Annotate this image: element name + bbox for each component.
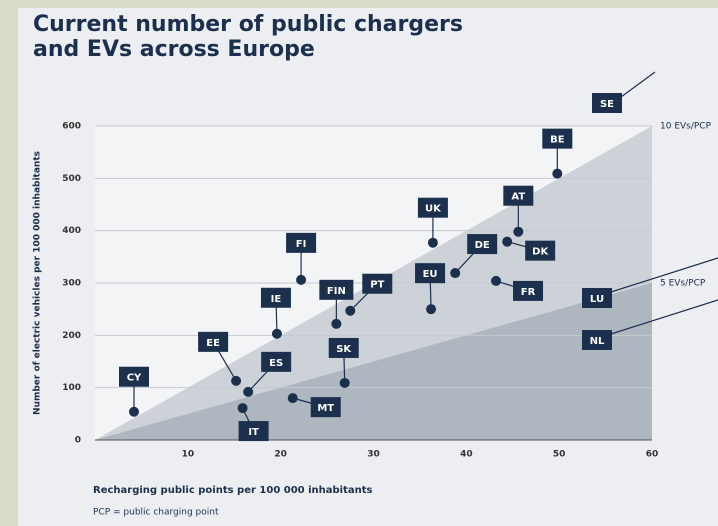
- point-label-box: [286, 232, 317, 253]
- point-label-box: [238, 421, 269, 442]
- y-tick-label: 200: [62, 331, 81, 341]
- point-label: PT: [370, 280, 384, 291]
- offscale-label-box: [582, 288, 612, 308]
- point-label: BE: [550, 135, 565, 146]
- point: [345, 305, 356, 316]
- point: [243, 386, 254, 397]
- ref-line-label: 5 EVs/PCP: [660, 279, 706, 289]
- offscale-leader: [610, 257, 718, 293]
- y-tick-label: 0: [75, 436, 81, 446]
- point-label: CY: [127, 373, 142, 384]
- offscale-leader: [610, 299, 718, 335]
- point-label: EU: [423, 269, 438, 280]
- point-label: DE: [475, 240, 490, 251]
- point-label: UK: [425, 204, 442, 215]
- offscale-label: LU: [590, 294, 604, 305]
- point-label-box: [525, 240, 556, 261]
- ref-area: [95, 283, 652, 440]
- point-label: FIN: [327, 286, 346, 297]
- point-label: FI: [296, 239, 307, 250]
- point: [271, 328, 282, 339]
- point-label: AT: [511, 192, 525, 203]
- point-label-box: [319, 279, 354, 300]
- point: [231, 375, 242, 386]
- chart-title: Current number of public chargers and EV…: [33, 12, 463, 62]
- point: [552, 168, 563, 179]
- x-tick-label: 50: [553, 450, 566, 460]
- point-label: SK: [336, 344, 352, 355]
- offscale-leader: [620, 71, 656, 98]
- point: [287, 393, 298, 404]
- point-label-box: [513, 280, 544, 301]
- point-label-box: [328, 337, 359, 358]
- point: [502, 236, 513, 247]
- y-axis-label: Number of electric vehicles per 100 000 …: [33, 151, 43, 415]
- point: [237, 403, 248, 414]
- offscale-label-box: [592, 93, 622, 113]
- x-tick-label: 30: [367, 450, 380, 460]
- point: [128, 406, 139, 417]
- point-label-box: [261, 351, 292, 372]
- point-label-box: [260, 287, 291, 308]
- x-tick-label: 20: [274, 450, 287, 460]
- note: PCP = public charging point: [93, 508, 219, 518]
- x-tick-label: 40: [460, 450, 473, 460]
- y-tick-label: 600: [62, 122, 81, 132]
- y-tick-label: 300: [62, 279, 81, 289]
- point-label: EE: [206, 338, 220, 349]
- x-axis-label: Recharging public points per 100 000 inh…: [93, 485, 373, 496]
- point: [450, 268, 461, 279]
- point: [513, 226, 524, 237]
- point-label: IT: [248, 427, 259, 438]
- y-tick-label: 400: [62, 226, 81, 236]
- y-tick-label: 100: [62, 383, 81, 393]
- point-label-box: [503, 185, 534, 206]
- x-tick-label: 60: [646, 450, 659, 460]
- offscale-label: NL: [590, 336, 605, 347]
- point-label: FR: [521, 287, 536, 298]
- point: [339, 377, 350, 388]
- point: [426, 304, 437, 315]
- ref-line-label: 10 EVs/PCP: [660, 122, 712, 132]
- offscale-label-box: [582, 330, 612, 350]
- point-label-box: [542, 128, 573, 149]
- point-label-box: [310, 397, 341, 418]
- point-label-box: [467, 234, 498, 255]
- point-label: MT: [317, 403, 334, 414]
- point: [331, 318, 342, 329]
- point-label-box: [417, 197, 448, 218]
- point-label: ES: [269, 358, 283, 369]
- point-label: DK: [532, 247, 549, 258]
- x-tick-label: 10: [182, 450, 195, 460]
- offscale-label: SE: [600, 99, 614, 110]
- point: [296, 274, 307, 285]
- point-label-box: [198, 331, 229, 352]
- point-label-box: [415, 263, 446, 284]
- point-label: IE: [271, 294, 282, 305]
- point: [427, 237, 438, 248]
- y-tick-label: 500: [62, 174, 81, 184]
- point: [491, 275, 502, 286]
- point-label-box: [118, 366, 149, 387]
- point-label-box: [362, 273, 393, 294]
